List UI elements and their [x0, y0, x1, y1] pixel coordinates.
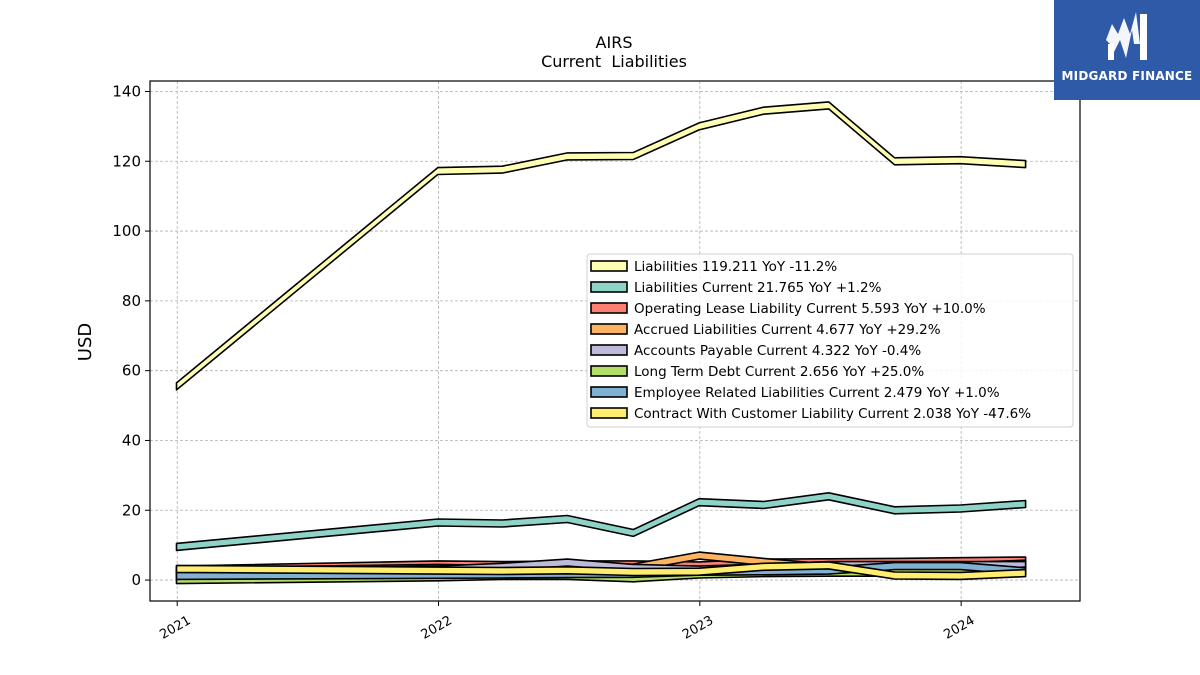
midgard-logo-icon	[1106, 12, 1147, 60]
y-tick-label: 0	[131, 571, 141, 589]
legend-swatch	[590, 386, 628, 398]
series-band	[175, 561, 1027, 581]
legend-swatch	[590, 344, 628, 356]
legend: Liabilities 119.211 YoY -11.2% Liabilitie…	[586, 253, 1074, 428]
legend-swatch	[590, 365, 628, 377]
x-tick-label: 2021	[157, 613, 193, 643]
chart-title: AIRS	[596, 33, 633, 52]
series-band	[175, 101, 1027, 391]
legend-entry: Operating Lease Liability Current 5.593 …	[634, 301, 986, 317]
series-band	[175, 491, 1027, 552]
legend-box	[586, 253, 1074, 428]
brand-name: MIDGARD FINANCE	[1061, 69, 1193, 83]
y-tick-label: 140	[112, 82, 141, 100]
legend-entry: Accounts Payable Current 4.322 YoY -0.4%	[634, 343, 921, 359]
x-tick-label: 2022	[419, 613, 455, 643]
y-tick-label: 60	[122, 362, 141, 380]
legend-swatch	[590, 302, 628, 314]
y-tick-label: 40	[122, 431, 141, 449]
legend-entry: Liabilities Current 21.765 YoY +1.2%	[634, 280, 882, 296]
legend-entry: Long Term Debt Current 2.656 YoY +25.0%	[634, 364, 924, 380]
legend-swatch	[590, 323, 628, 335]
x-tick-label: 2023	[680, 613, 716, 643]
legend-entry: Contract With Customer Liability Current…	[634, 406, 1031, 422]
brand-logo: MIDGARD FINANCE	[1054, 0, 1200, 100]
y-tick-label: 20	[122, 501, 141, 519]
plot-frame	[149, 80, 1081, 602]
legend-swatch	[590, 260, 628, 272]
x-tick-label: 2024	[941, 613, 977, 643]
y-tick-label: 80	[122, 292, 141, 310]
legend-entry: Liabilities 119.211 YoY -11.2%	[634, 259, 837, 275]
legend-entry: Accrued Liabilities Current 4.677 YoY +2…	[634, 322, 941, 338]
legend-entry: Employee Related Liabilities Current 2.4…	[634, 385, 1000, 401]
legend-swatch	[590, 407, 628, 419]
y-tick-label: 100	[112, 222, 141, 240]
series-areas	[175, 101, 1027, 585]
legend-swatch	[590, 281, 628, 293]
y-axis-label: USD	[75, 323, 96, 361]
y-tick-label: 120	[112, 152, 141, 170]
chart-subtitle: Current Liabilities	[541, 52, 687, 71]
